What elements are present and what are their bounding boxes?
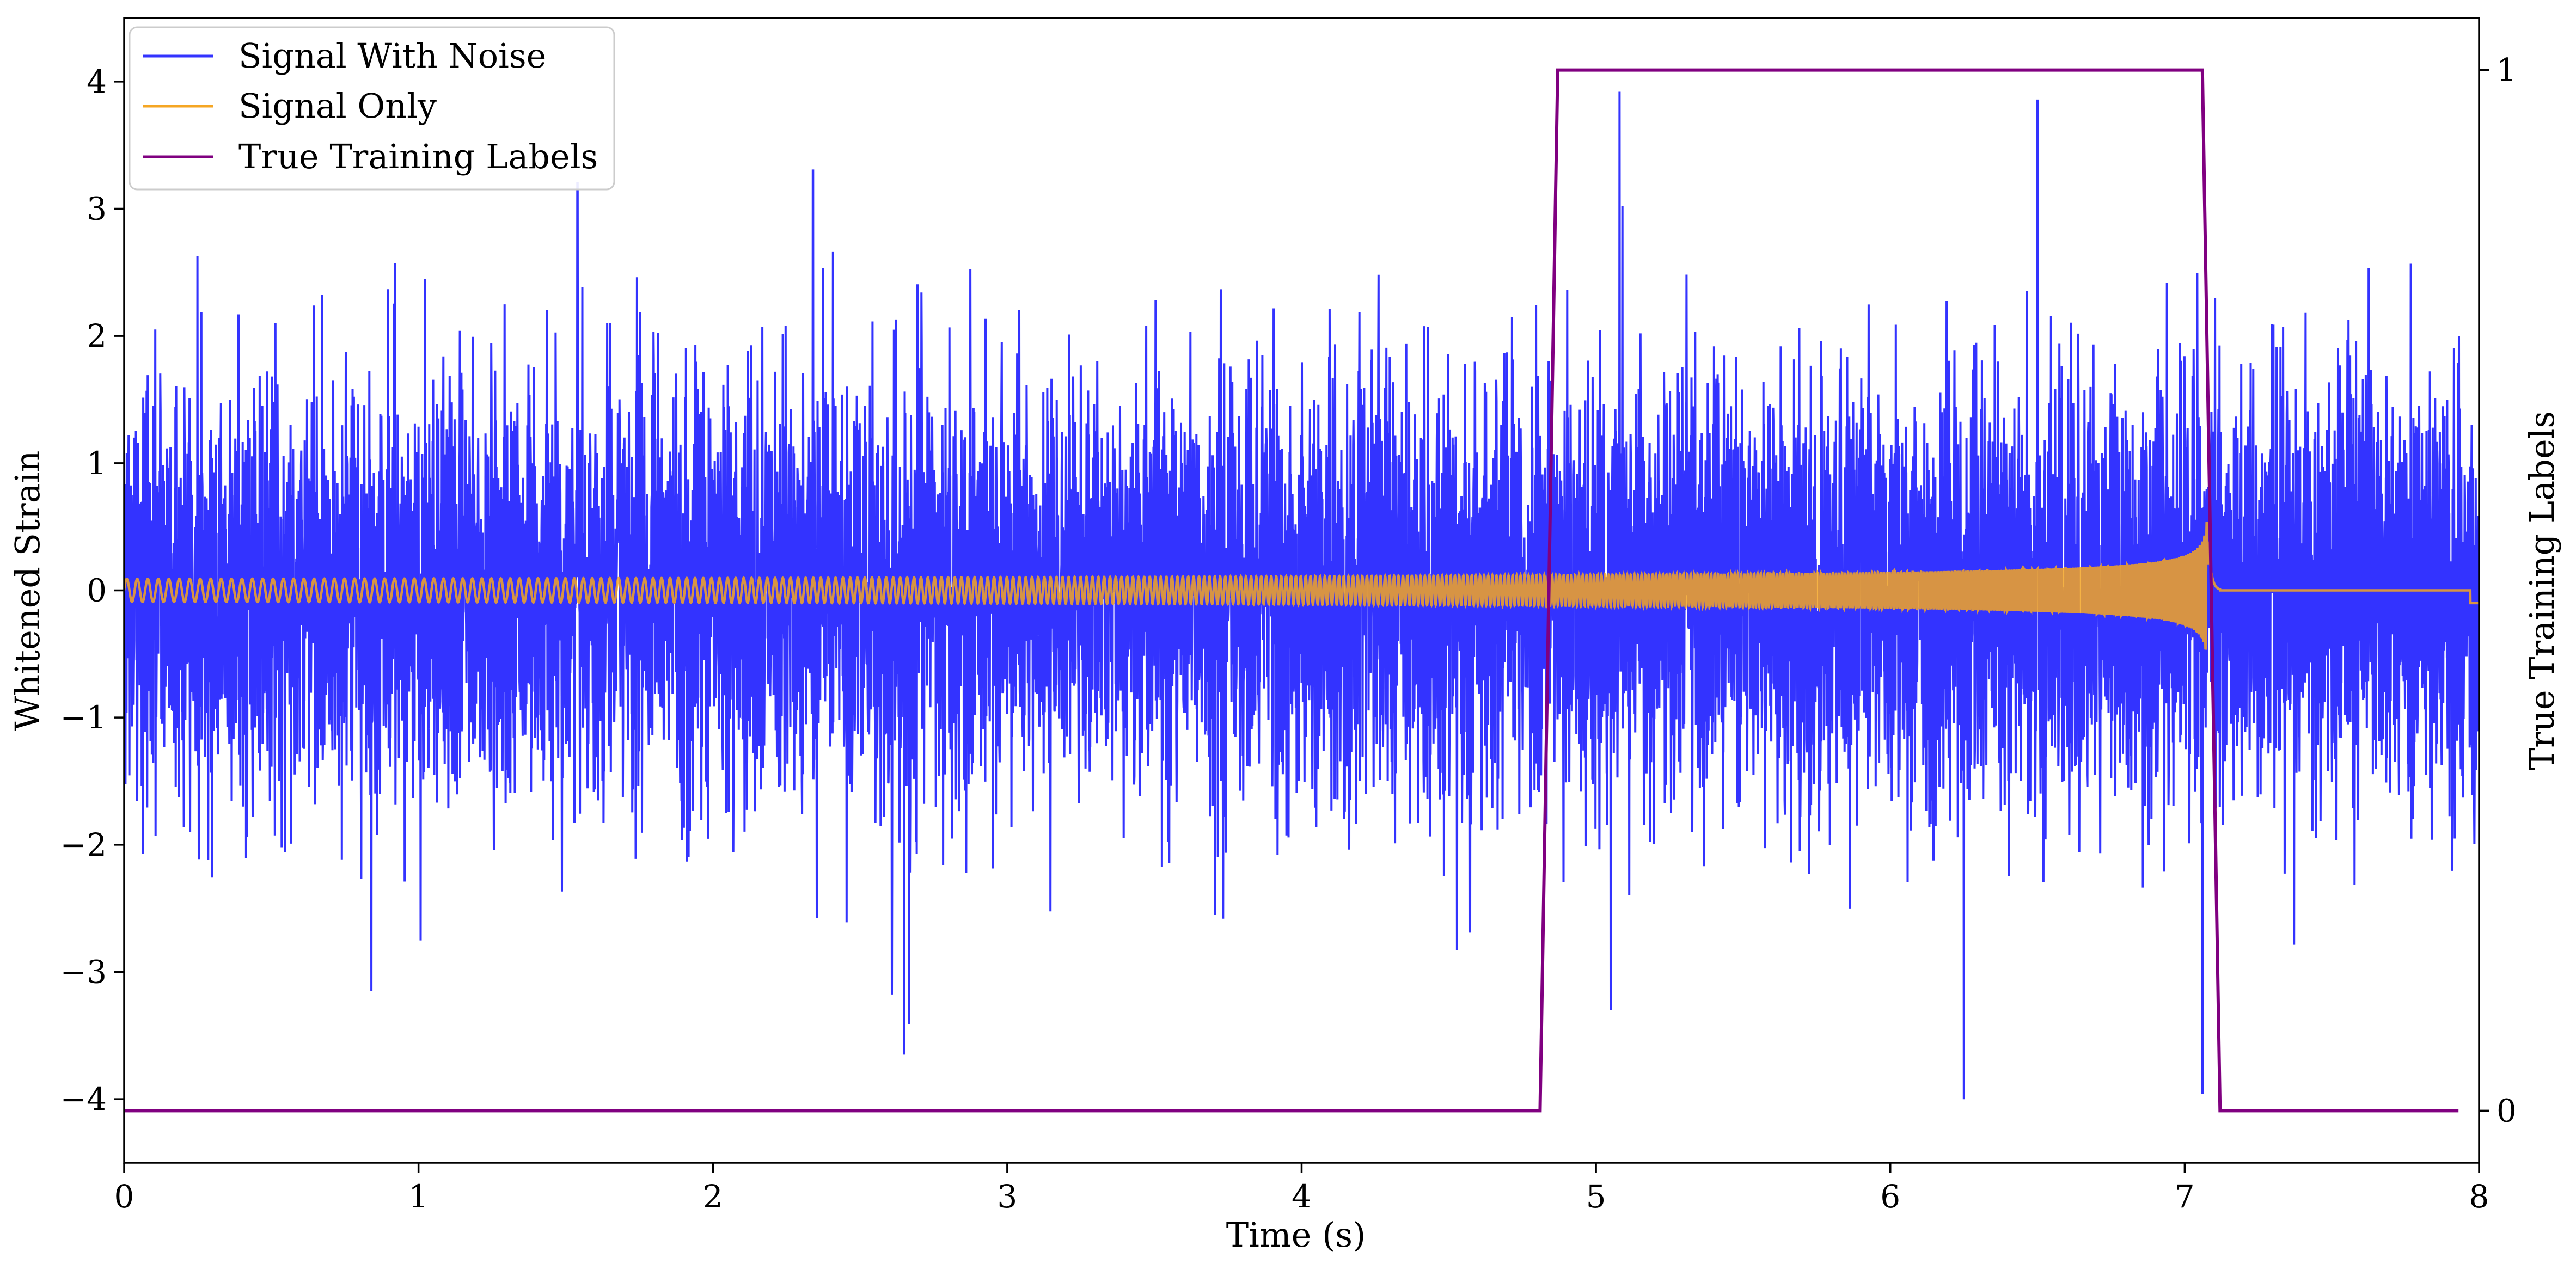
x-axis: 0 1 2 3 4 5 6 7 8: [114, 1163, 2489, 1215]
x-tick-label: 4: [1292, 1178, 1312, 1215]
y2-tick-label: 0: [2497, 1092, 2517, 1129]
legend: Signal With Noise Signal Only True Train…: [129, 26, 615, 191]
series-line-signal-with-noise: [124, 91, 2479, 1100]
y-tick-label: 2: [87, 317, 107, 354]
x-tick-label: 8: [2469, 1178, 2489, 1215]
legend-label-signal-only: Signal Only: [238, 86, 437, 126]
series-layer: [124, 68, 2479, 1113]
y-tick-label: 0: [87, 572, 107, 609]
legend-label-signal-with-noise: Signal With Noise: [238, 36, 546, 76]
y-tick-label: 1: [87, 445, 107, 482]
y-axis-right: 01: [2479, 52, 2517, 1129]
y-tick-label: −2: [60, 826, 107, 863]
x-axis-label: Time (s): [1226, 1215, 1366, 1255]
y2-axis-label: True Training Labels: [2522, 411, 2562, 770]
x-tick-label: 5: [1586, 1178, 1606, 1215]
y-axis-label: Whitened Strain: [8, 451, 47, 731]
y-axis-left: −4 −3 −2 −1 0 1 2 3 4: [60, 63, 124, 1118]
legend-label-true-training-labels: True Training Labels: [238, 137, 598, 176]
y-tick-label: −4: [60, 1081, 107, 1118]
x-tick-label: 2: [703, 1178, 723, 1215]
x-tick-label: 3: [997, 1178, 1017, 1215]
y-tick-label: 4: [87, 63, 107, 100]
x-tick-label: 0: [114, 1178, 134, 1215]
y-tick-label: 3: [87, 191, 107, 228]
y-tick-label: −1: [60, 699, 107, 736]
x-tick-label: 7: [2175, 1178, 2195, 1215]
series-line-signal-only: [124, 522, 2479, 650]
legend-box: [129, 26, 615, 191]
series-line-true-training-labels: [124, 68, 2459, 1113]
x-tick-label: 1: [408, 1178, 429, 1215]
x-tick-label: 6: [1880, 1178, 1900, 1215]
y-tick-label: −3: [60, 954, 107, 991]
y2-tick-label: 1: [2497, 52, 2517, 89]
